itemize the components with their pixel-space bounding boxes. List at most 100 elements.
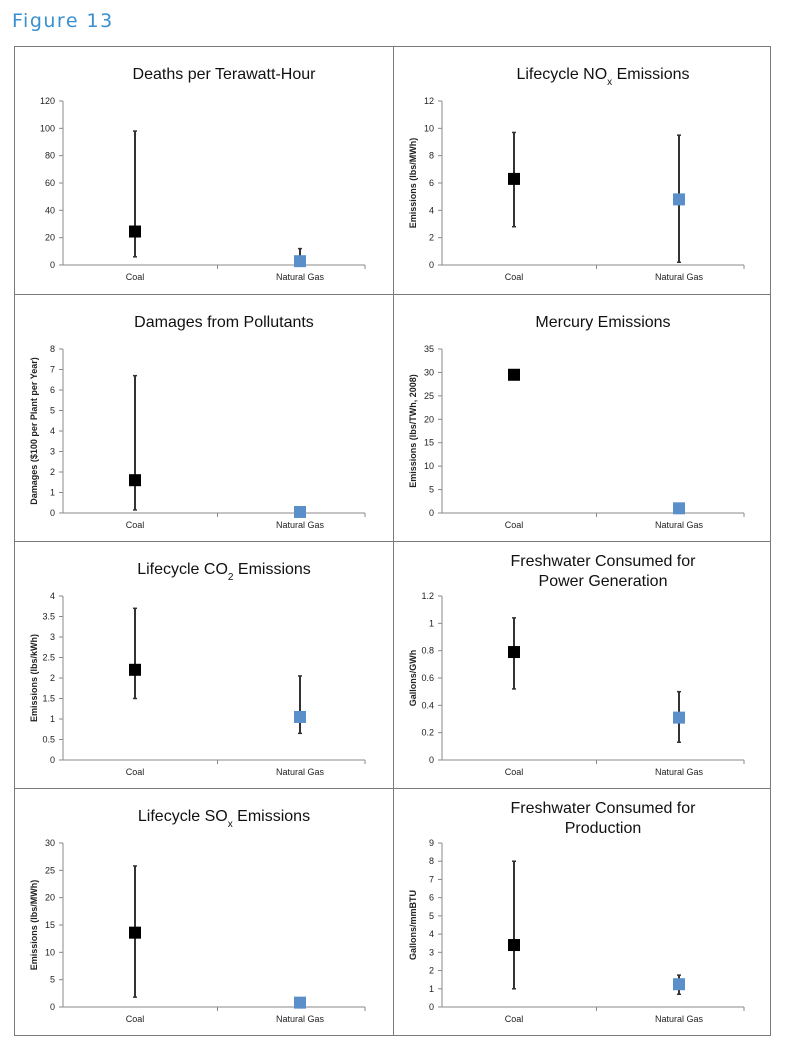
y-tick-label: 7 xyxy=(429,874,434,884)
x-category-label: Natural Gas xyxy=(276,520,325,530)
x-category-label: Coal xyxy=(505,272,524,282)
y-tick-label: 9 xyxy=(429,838,434,848)
y-tick-label: 0.4 xyxy=(421,700,434,710)
chart-svg: Mercury Emissions Emissions (lbs/TWh, 200… xyxy=(408,314,745,530)
natural-gas-marker xyxy=(673,978,685,991)
chart-freshwater-power-generation: Freshwater Consumed for Power Generation G… xyxy=(394,542,772,789)
y-axis-label: Emissions (lbs/TWh, 2008) xyxy=(408,374,418,488)
coal-marker xyxy=(508,172,520,185)
coal-marker xyxy=(129,663,141,676)
y-tick-label: 1 xyxy=(429,984,434,994)
coal-marker xyxy=(129,474,141,487)
natural-gas-marker xyxy=(294,710,306,723)
y-tick-label: 100 xyxy=(40,123,55,133)
coal-marker xyxy=(129,225,141,238)
y-axis-label: Damages ($100 per Plant per Year) xyxy=(29,357,39,504)
chart-freshwater-production: Freshwater Consumed for Production Gallons… xyxy=(394,789,772,1036)
y-tick-label: 2.5 xyxy=(42,653,55,663)
y-tick-label: 0 xyxy=(429,260,434,270)
chart-svg: Freshwater Consumed for Power Generation G… xyxy=(408,553,745,777)
chart-title: Mercury Emissions xyxy=(535,314,670,331)
x-category-label: Coal xyxy=(505,1014,524,1024)
y-tick-label: 0 xyxy=(429,508,434,518)
chart-svg: Lifecycle CO2 Emissions Emissions (lbs/kW… xyxy=(29,561,366,777)
chart-damages-from-pollutants: Damages from Pollutants Damages ($100 per… xyxy=(15,295,393,542)
y-tick-label: 5 xyxy=(429,911,434,921)
natural-gas-marker xyxy=(673,502,685,515)
x-category-label: Natural Gas xyxy=(655,1014,704,1024)
chart-title: Freshwater Consumed for xyxy=(511,800,697,817)
y-tick-label: 0.5 xyxy=(42,735,55,745)
y-tick-label: 6 xyxy=(429,178,434,188)
y-tick-label: 35 xyxy=(424,344,434,354)
chart-title-suffix: Emissions xyxy=(612,66,689,83)
chart-svg: Freshwater Consumed for Production Gallons… xyxy=(408,800,745,1024)
x-category-label: Natural Gas xyxy=(276,767,325,777)
y-tick-label: 2 xyxy=(429,233,434,243)
y-tick-label: 20 xyxy=(45,233,55,243)
natural-gas-marker xyxy=(294,996,306,1009)
y-tick-label: 8 xyxy=(50,344,55,354)
chart-title: Lifecycle SOx Emissions xyxy=(138,808,310,830)
x-category-label: Coal xyxy=(505,767,524,777)
grid-divider-row-3 xyxy=(15,788,770,789)
x-category-label: Coal xyxy=(126,767,145,777)
y-tick-label: 8 xyxy=(429,856,434,866)
y-tick-label: 40 xyxy=(45,205,55,215)
chart-svg: Deaths per Terawatt-Hour 0 20 40 60 80 100 120 C… xyxy=(40,66,366,282)
y-tick-label: 0.8 xyxy=(421,646,434,656)
y-tick-label: 0 xyxy=(50,1002,55,1012)
y-tick-label: 0 xyxy=(50,260,55,270)
x-category-label: Coal xyxy=(126,272,145,282)
y-tick-label: 25 xyxy=(424,391,434,401)
x-category-label: Natural Gas xyxy=(276,272,325,282)
y-tick-label: 15 xyxy=(424,438,434,448)
grid-divider-row-2 xyxy=(15,541,770,542)
chart-title: Damages from Pollutants xyxy=(134,314,314,331)
natural-gas-marker xyxy=(673,193,685,206)
coal-marker xyxy=(508,646,520,659)
y-tick-label: 0 xyxy=(429,1002,434,1012)
chart-svg: Lifecycle NOx Emissions Emissions (lbs/MW… xyxy=(408,66,745,282)
y-tick-label: 25 xyxy=(45,865,55,875)
chart-svg: Lifecycle SOx Emissions Emissions (lbs/MW… xyxy=(29,808,366,1024)
y-tick-label: 1.2 xyxy=(421,591,434,601)
y-tick-label: 8 xyxy=(429,151,434,161)
y-tick-label: 10 xyxy=(45,947,55,957)
chart-grid: Deaths per Terawatt-Hour 0 20 40 60 80 100 120 C… xyxy=(14,46,771,1036)
y-tick-label: 4 xyxy=(50,591,55,601)
y-tick-label: 7 xyxy=(50,365,55,375)
x-category-label: Coal xyxy=(126,520,145,530)
y-tick-label: 15 xyxy=(45,920,55,930)
y-tick-label: 30 xyxy=(45,838,55,848)
y-tick-label: 3 xyxy=(429,947,434,957)
y-tick-label: 2 xyxy=(50,467,55,477)
y-tick-label: 60 xyxy=(45,178,55,188)
x-category-label: Natural Gas xyxy=(276,1014,325,1024)
y-tick-label: 5 xyxy=(50,975,55,985)
chart-svg: Damages from Pollutants Damages ($100 per… xyxy=(29,314,366,530)
y-tick-label: 0.2 xyxy=(421,728,434,738)
y-tick-label: 5 xyxy=(50,406,55,416)
chart-deaths-per-twh: Deaths per Terawatt-Hour 0 20 40 60 80 100 120 C… xyxy=(15,47,393,294)
y-tick-label: 10 xyxy=(424,461,434,471)
y-tick-label: 3.5 xyxy=(42,612,55,622)
x-category-label: Natural Gas xyxy=(655,272,704,282)
y-tick-label: 2 xyxy=(429,966,434,976)
chart-title-subscript: x xyxy=(607,77,612,88)
y-axis-label: Emissions (lbs/MWh) xyxy=(29,880,39,971)
chart-title-line2: Power Generation xyxy=(539,573,668,590)
grid-divider-row-1 xyxy=(15,294,770,295)
y-tick-label: 20 xyxy=(424,414,434,424)
chart-title-subscript: 2 xyxy=(228,572,234,583)
y-tick-label: 4 xyxy=(429,929,434,939)
y-tick-label: 0.6 xyxy=(421,673,434,683)
y-tick-label: 2 xyxy=(50,673,55,683)
y-tick-label: 3 xyxy=(50,447,55,457)
y-tick-label: 12 xyxy=(424,96,434,106)
chart-mercury-emissions: Mercury Emissions Emissions (lbs/TWh, 200… xyxy=(394,295,772,542)
y-tick-label: 1.5 xyxy=(42,694,55,704)
y-tick-label: 120 xyxy=(40,96,55,106)
x-category-label: Coal xyxy=(126,1014,145,1024)
y-axis-label: Gallons/mmBTU xyxy=(408,890,418,960)
